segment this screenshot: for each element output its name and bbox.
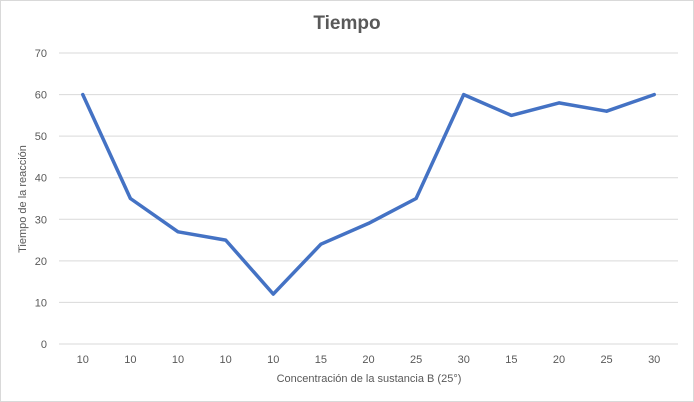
data-point <box>652 93 656 97</box>
x-tick-label: 25 <box>600 354 612 366</box>
x-axis-ticks: 10 10 10 10 10 15 20 25 30 15 20 25 30 <box>77 354 661 366</box>
x-tick-label: 20 <box>553 354 565 366</box>
y-tick-label: 30 <box>35 214 47 226</box>
x-tick-label: 25 <box>410 354 422 366</box>
x-tick-label: 10 <box>77 354 89 366</box>
y-tick-label: 60 <box>35 90 47 102</box>
y-tick-label: 20 <box>35 256 47 268</box>
data-point <box>605 109 609 113</box>
data-point <box>557 101 561 105</box>
y-axis-label: Tiempo de la reacción <box>17 145 29 253</box>
x-axis-label: Concentración de la sustancia B (25°) <box>277 373 462 385</box>
gridlines <box>59 52 678 345</box>
y-tick-label: 0 <box>41 339 47 351</box>
y-tick-label: 70 <box>35 48 47 60</box>
x-tick-label: 10 <box>220 354 232 366</box>
y-axis-ticks: 0 10 20 30 40 50 60 70 <box>35 48 47 351</box>
data-point <box>414 197 418 200</box>
data-point <box>319 242 323 246</box>
data-point <box>81 93 85 97</box>
data-point <box>176 230 180 234</box>
x-tick-label: 15 <box>315 354 327 366</box>
series-line <box>81 92 656 296</box>
y-tick-label: 40 <box>35 173 47 185</box>
data-point <box>367 221 370 225</box>
x-tick-label: 30 <box>648 354 660 366</box>
series-layer <box>81 92 656 296</box>
x-tick-label: 10 <box>267 354 279 366</box>
data-point <box>509 113 513 117</box>
x-tick-label: 10 <box>124 354 136 366</box>
x-tick-label: 15 <box>505 354 517 366</box>
data-point <box>224 238 228 242</box>
data-point <box>462 93 466 97</box>
data-point <box>271 292 275 296</box>
x-tick-label: 10 <box>172 354 184 366</box>
y-tick-label: 50 <box>35 131 47 143</box>
x-tick-label: 30 <box>458 354 470 366</box>
x-tick-label: 20 <box>362 354 374 366</box>
chart-title: Tiempo <box>313 13 381 34</box>
y-tick-label: 10 <box>35 297 47 309</box>
data-point <box>128 197 132 200</box>
